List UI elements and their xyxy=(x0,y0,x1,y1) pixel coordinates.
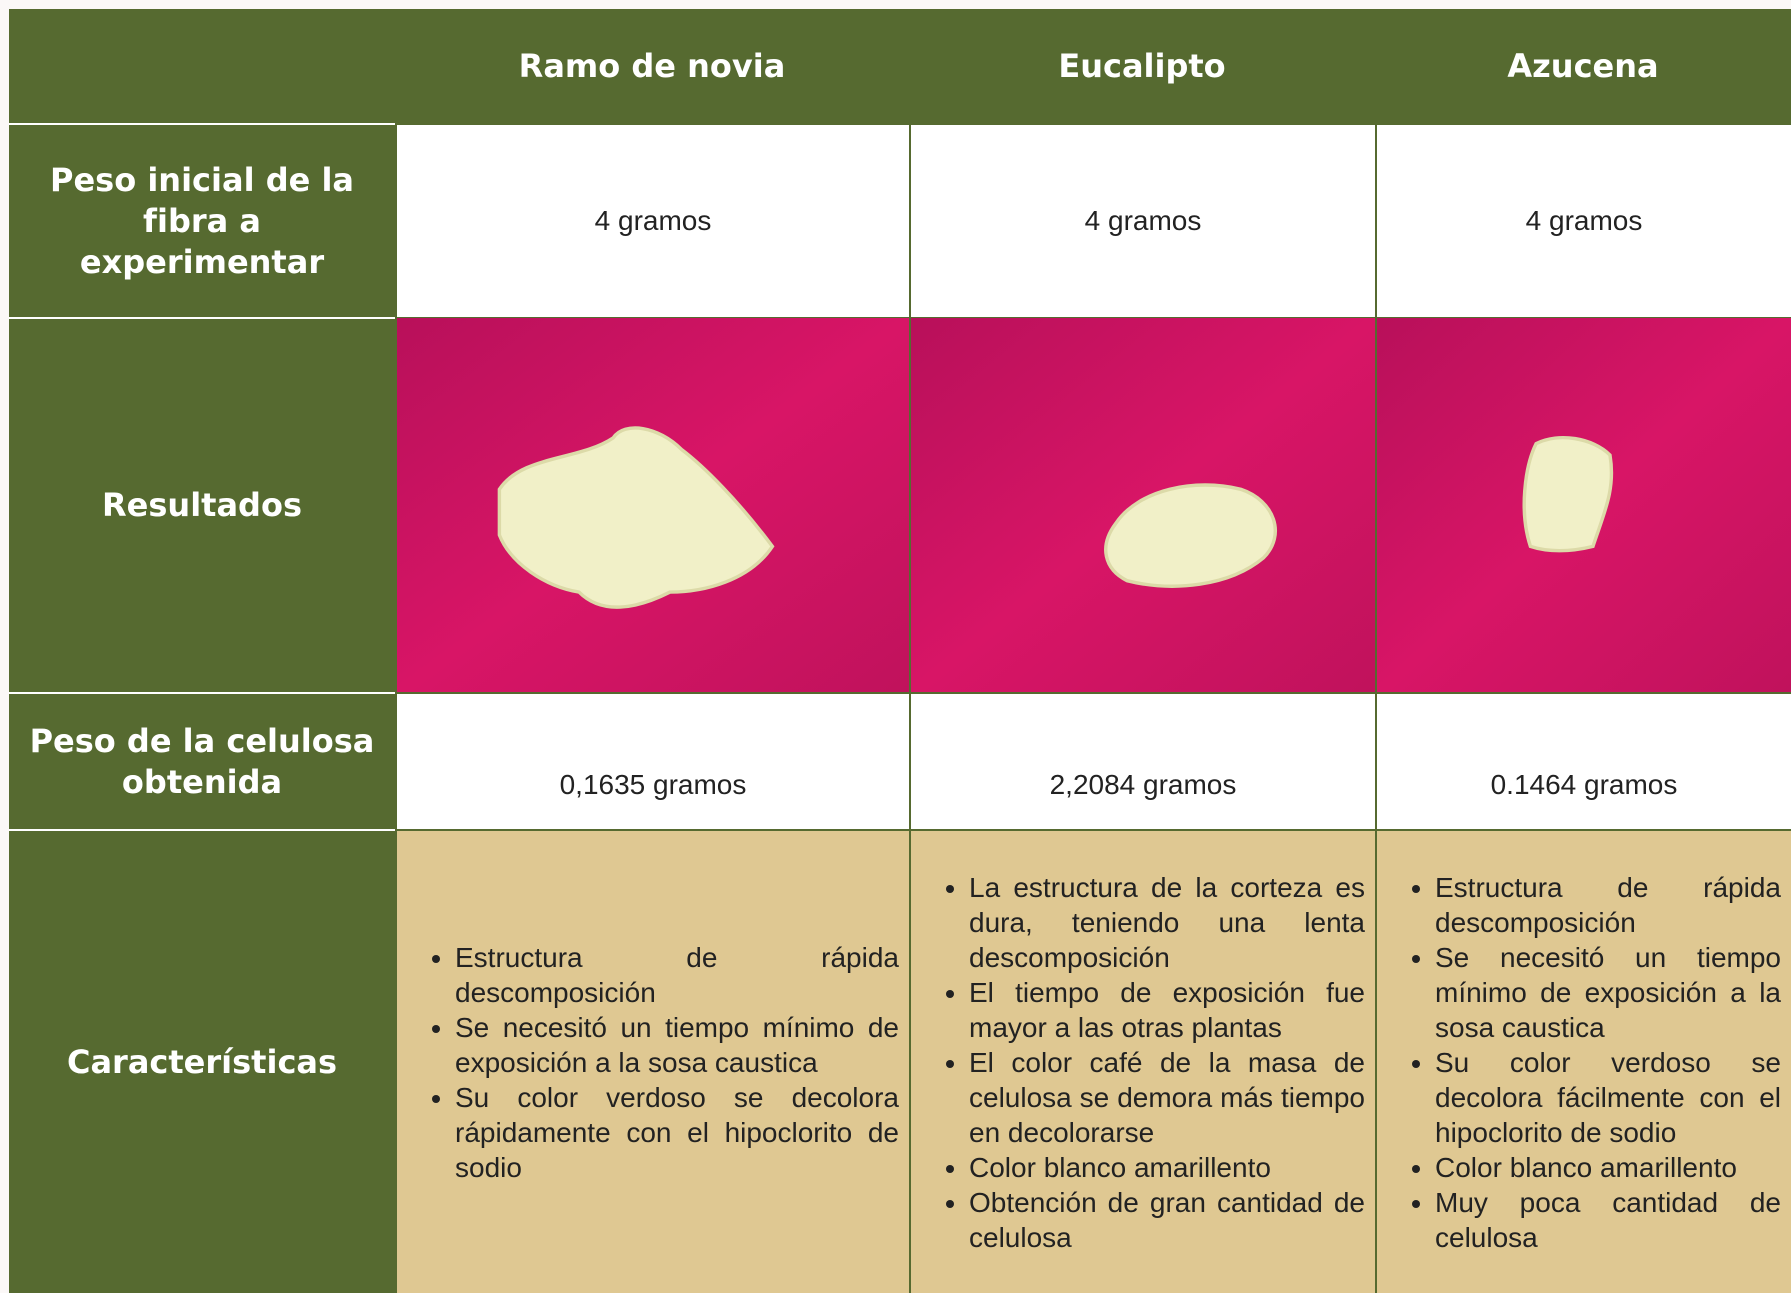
photo xyxy=(397,318,909,693)
feature-item: Obtención de gran cantidad de celulosa xyxy=(969,1185,1365,1255)
column-header: Eucalipto xyxy=(909,9,1375,123)
feature-list: Estructura de rápida descomposiciónSe ne… xyxy=(397,940,909,1185)
value-cell: 2,2084 gramos xyxy=(909,692,1375,829)
feature-list: La estructura de la corteza es dura, ten… xyxy=(911,870,1375,1255)
feature-item: Color blanco amarillento xyxy=(1435,1150,1781,1185)
photo-cell xyxy=(909,317,1375,693)
feature-item: Se necesitó un tiempo mínimo de exposici… xyxy=(455,1010,899,1080)
photo xyxy=(911,318,1375,693)
feature-item: El color café de la masa de celulosa se … xyxy=(969,1045,1365,1150)
feature-item: Estructura de rápida descomposición xyxy=(1435,870,1781,940)
row-label: Resultados xyxy=(9,317,395,692)
row-label: Peso inicial de la fibra a experimentar xyxy=(9,123,395,317)
feature-item: Muy poca cantidad de celulosa xyxy=(1435,1185,1781,1255)
value-cell: 0.1464 gramos xyxy=(1375,692,1791,829)
feature-item: Su color verdoso se decolora rápidamente… xyxy=(455,1080,899,1185)
value-cell: 0,1635 gramos xyxy=(395,692,909,829)
feature-item: El tiempo de exposición fue mayor a las … xyxy=(969,975,1365,1045)
feature-item: Estructura de rápida descomposición xyxy=(455,940,899,1010)
feature-list: Estructura de rápida descomposiciónSe ne… xyxy=(1377,870,1791,1255)
column-header: Ramo de novia xyxy=(395,9,909,123)
feature-item: La estructura de la corteza es dura, ten… xyxy=(969,870,1365,975)
value-cell: 4 gramos xyxy=(1375,123,1791,317)
feature-item: Color blanco amarillento xyxy=(969,1150,1365,1185)
column-header: Azucena xyxy=(1375,9,1791,123)
feature-item: Se necesitó un tiempo mínimo de exposici… xyxy=(1435,940,1781,1045)
photo-cell xyxy=(395,317,909,693)
row-label: Peso de la celulosa obtenida xyxy=(9,692,395,829)
photo-cell xyxy=(1375,317,1791,693)
feature-cell: La estructura de la corteza es dura, ten… xyxy=(909,829,1375,1293)
feature-cell: Estructura de rápida descomposiciónSe ne… xyxy=(1375,829,1791,1293)
row-label: Características xyxy=(9,829,395,1293)
photo xyxy=(1377,318,1791,693)
header-corner xyxy=(9,9,395,123)
value-cell: 4 gramos xyxy=(395,123,909,317)
feature-item: Su color verdoso se decolora fácilmente … xyxy=(1435,1045,1781,1150)
feature-cell: Estructura de rápida descomposiciónSe ne… xyxy=(395,829,909,1293)
value-cell: 4 gramos xyxy=(909,123,1375,317)
